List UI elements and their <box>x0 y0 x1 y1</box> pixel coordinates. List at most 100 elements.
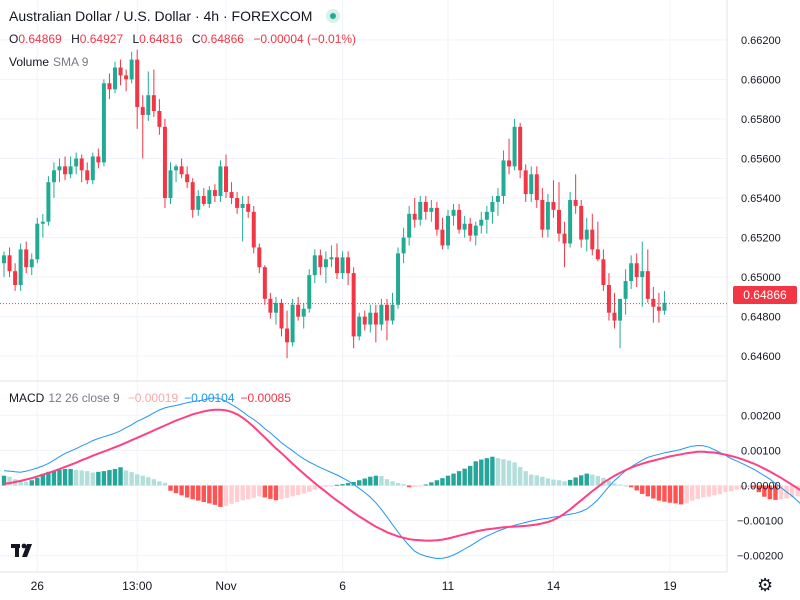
macd-hist-bar <box>617 484 623 486</box>
candle-body <box>396 253 401 305</box>
candle-body <box>318 255 323 268</box>
tradingview-logo-icon[interactable] <box>10 540 38 562</box>
macd-hist-bar <box>567 479 573 486</box>
macd-hist-bar <box>468 465 473 486</box>
macd-hist-bar <box>35 477 40 486</box>
macd-hist-bar <box>517 466 523 486</box>
macd-hist-bar <box>196 485 201 501</box>
macd-hist-bar <box>379 476 384 486</box>
candle-body <box>162 126 167 198</box>
macd-hist-bar <box>634 485 639 491</box>
macd-hist-bar <box>229 485 234 504</box>
candle-body <box>623 281 628 299</box>
macd-hist-bar <box>756 485 761 493</box>
candle-body <box>296 304 301 317</box>
macd-line <box>3 397 800 560</box>
candle-body <box>579 205 584 240</box>
candle-body <box>590 229 595 250</box>
macd-hist-bar <box>295 485 301 495</box>
macd-hist-bar <box>412 485 417 487</box>
candle-body <box>29 259 34 268</box>
candle-body <box>534 174 539 200</box>
macd-hist-bar <box>418 485 423 487</box>
candle-body <box>407 213 412 238</box>
candle-body <box>301 308 306 317</box>
candle-body <box>218 166 223 197</box>
candlestick-series <box>2 49 667 359</box>
candle-body <box>462 223 467 230</box>
time-tick-label: 19 <box>663 579 677 593</box>
macd-hist-bar <box>146 477 151 486</box>
macd-hist-bar <box>434 480 440 486</box>
candle-body <box>584 229 589 240</box>
price-tick-label: 0.64600 <box>741 351 781 363</box>
macd-hist-bar <box>406 485 412 488</box>
macd-hist-bar <box>678 485 684 505</box>
candle-body <box>63 166 68 175</box>
candle-body <box>429 207 434 212</box>
macd-hist-bar <box>62 469 68 486</box>
macd-hist-bar <box>484 458 490 486</box>
price-tick-label: 0.66000 <box>741 74 781 86</box>
candle-body <box>595 249 600 260</box>
price-tick-label: 0.65000 <box>741 272 781 284</box>
gear-icon[interactable]: ⚙ <box>757 575 774 595</box>
macd-hist-bar <box>712 485 717 496</box>
candle-body <box>2 255 6 264</box>
macd-hist-bar <box>684 485 689 504</box>
tradingview-logo-glyph <box>11 543 32 557</box>
candle-body <box>201 196 206 204</box>
macd-hist-bar <box>451 473 456 486</box>
volume-legend[interactable]: Volume SMA 9 <box>9 55 88 69</box>
candle-body <box>507 160 512 167</box>
macd-hist-bar <box>595 476 601 486</box>
macd-hist-bar <box>579 475 584 486</box>
macd-hist-bar <box>46 471 51 486</box>
candle-body <box>57 166 62 171</box>
macd-hist-bar <box>118 467 123 486</box>
macd-hist-bar <box>329 485 334 487</box>
macd-tick-label: −0.00200 <box>737 551 783 563</box>
candle-body <box>473 225 478 236</box>
candle-body <box>468 223 473 236</box>
candle-body <box>362 316 367 325</box>
candle-body <box>90 156 95 181</box>
macd-hist-bar <box>51 471 57 486</box>
macd-hist-bar <box>645 485 650 497</box>
macd-hist-bar <box>251 485 256 498</box>
macd-hist-bar <box>135 474 140 486</box>
candle-body <box>495 196 500 202</box>
candle-body <box>484 211 489 220</box>
candle-body <box>79 158 84 171</box>
macd-hist-bar <box>223 485 229 506</box>
macd-legend[interactable]: MACD 12 26 close 9 −0.00019 −0.00104 −0.0008… <box>9 391 291 405</box>
candle-body <box>74 158 79 167</box>
macd-hist-bar <box>284 485 290 498</box>
symbol-title[interactable]: Australian Dollar / U.S. Dollar · 4h · F… <box>9 8 313 24</box>
macd-hist-bar <box>673 485 678 504</box>
volume-label: Volume <box>9 55 50 69</box>
candle-body <box>529 174 534 195</box>
candle-body <box>335 257 339 274</box>
candle-body <box>113 67 117 90</box>
macd-hist-bar <box>584 473 589 486</box>
macd-hist-bar <box>257 485 262 497</box>
macd-hist-bar <box>29 480 34 486</box>
candle-body <box>518 126 523 171</box>
candle-body <box>412 213 417 220</box>
macd-hist-bar <box>246 485 251 500</box>
candle-body <box>540 199 545 230</box>
macd-hist-bar <box>534 475 539 486</box>
macd-hist-bar <box>362 478 367 486</box>
candle-body <box>279 302 284 329</box>
candle-body <box>351 273 356 337</box>
candle-body <box>46 182 51 222</box>
candle-body <box>418 201 423 220</box>
macd-hist-bar <box>73 470 79 486</box>
market-status-icon[interactable] <box>326 9 341 23</box>
price-tick-label: 0.65800 <box>741 114 781 126</box>
candle-body <box>329 257 334 260</box>
macd-hist-bar <box>456 471 462 486</box>
candle-body <box>307 275 312 309</box>
